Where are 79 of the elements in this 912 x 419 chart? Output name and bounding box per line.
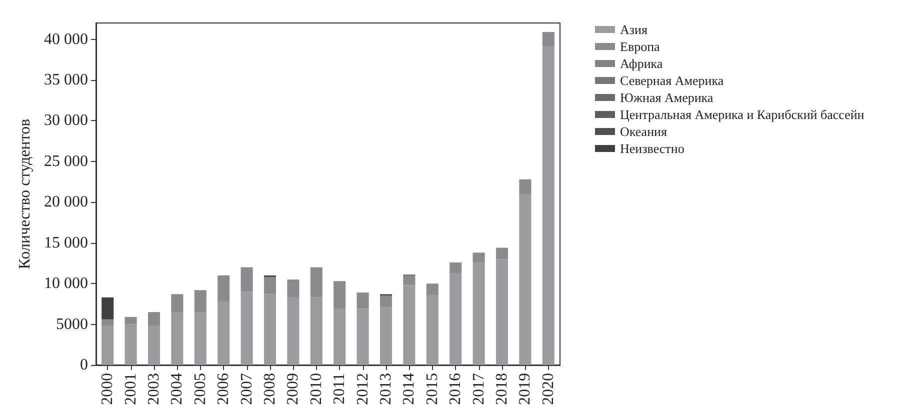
bar: [102, 319, 114, 326]
bar: [472, 262, 485, 365]
x-tick-label: 2008: [262, 373, 278, 405]
legend-label: Неизвестно: [620, 141, 684, 156]
legend-label: Южная Америка: [620, 90, 714, 105]
bar: [334, 281, 346, 309]
legend-label: Африка: [620, 56, 663, 71]
bar: [334, 308, 346, 365]
legend-label: Океания: [620, 124, 667, 139]
legend-label: Северная Америка: [620, 73, 724, 88]
bar: [264, 277, 276, 294]
y-tick-label: 10 000: [44, 275, 88, 292]
y-tick-label: 15 000: [44, 234, 88, 252]
y-tick-label: 25 000: [44, 152, 88, 170]
bar: [356, 308, 369, 365]
bar: [102, 297, 114, 320]
bar: [472, 252, 485, 262]
x-tick-label: 2011: [331, 373, 348, 404]
bar: [264, 294, 276, 365]
bar: [356, 292, 369, 309]
bar: [519, 179, 532, 194]
bar: [287, 280, 300, 298]
x-tick-label: 2019: [516, 373, 534, 405]
bar: [148, 312, 160, 326]
x-tick-label: 2000: [99, 373, 116, 405]
x-tick-label: 2014: [400, 373, 418, 405]
x-tick-label: 2017: [470, 373, 488, 405]
legend-label: Европа: [620, 39, 660, 54]
bar: [310, 297, 322, 365]
bar: [218, 275, 230, 302]
bar: [171, 312, 184, 365]
bar: [519, 194, 532, 365]
bar: [380, 296, 392, 308]
bar: [426, 284, 438, 295]
bar: [542, 32, 554, 47]
y-tick-label: 30 000: [44, 112, 88, 130]
x-tick-label: 2016: [447, 373, 464, 405]
x-tick-label: 2010: [308, 373, 325, 405]
y-tick-label: 20 000: [44, 194, 88, 211]
legend-label: Центральная Америка и Карибский бассейн: [620, 107, 864, 122]
y-tick-label: 35 000: [44, 72, 88, 88]
bar: [102, 326, 114, 365]
x-tick-label: 2009: [284, 373, 302, 405]
bar: [542, 46, 554, 365]
bar: [380, 307, 392, 365]
y-tick-label: 40 000: [44, 30, 88, 48]
x-tick-label: 2015: [424, 373, 441, 405]
x-tick-label: 2007: [238, 373, 256, 405]
x-tick-label: 2006: [215, 373, 232, 405]
x-tick-label: 2020: [540, 373, 557, 405]
bar: [194, 312, 206, 365]
bar: [240, 267, 253, 292]
y-tick-label: 5000: [56, 316, 88, 333]
bar: [426, 294, 438, 365]
bar: [403, 275, 416, 286]
legend-label: Азия: [620, 22, 648, 37]
x-tick-label: 2004: [168, 373, 186, 405]
bar: [450, 272, 462, 365]
bar: [124, 324, 137, 365]
bar: [287, 297, 300, 365]
bar: [124, 316, 137, 324]
bar: [218, 301, 230, 365]
x-tick-label: 2003: [146, 373, 162, 405]
y-tick-label: 0: [80, 356, 88, 374]
bar: [148, 326, 160, 365]
x-tick-label: 2013: [378, 373, 394, 405]
y-axis-title: Количество студентов: [16, 118, 34, 270]
x-tick-label: 2018: [494, 373, 510, 405]
bar: [450, 262, 462, 273]
bar: [496, 248, 508, 260]
x-tick-label: 2005: [192, 373, 209, 405]
x-tick-label: 2001: [122, 373, 140, 405]
bar: [194, 290, 206, 312]
x-tick-label: 2012: [354, 373, 372, 405]
bar: [403, 285, 416, 365]
bar: [171, 294, 184, 313]
bar: [240, 292, 253, 365]
bar: [496, 259, 508, 365]
bar: [310, 267, 322, 298]
